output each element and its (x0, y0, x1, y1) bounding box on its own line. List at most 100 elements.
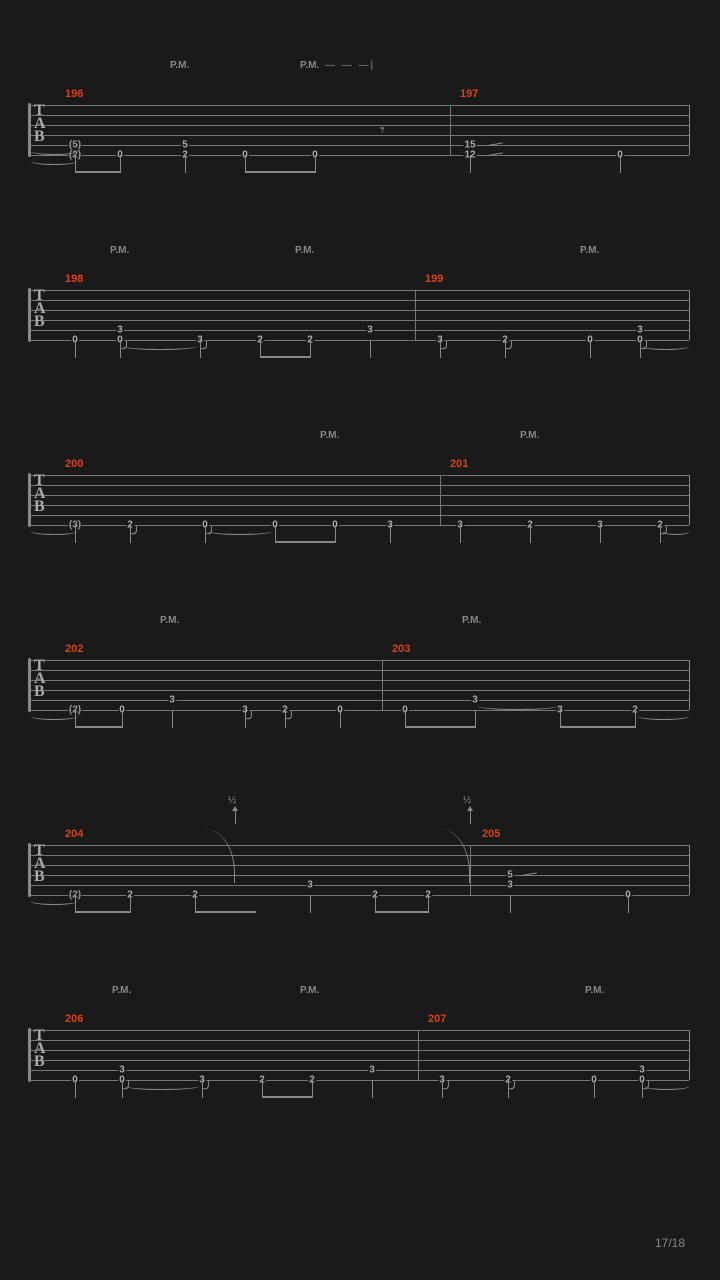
palm-mute-label: P.M. (295, 245, 314, 256)
beam (75, 911, 131, 913)
measure-number: 207 (428, 1013, 446, 1025)
page-number: 17/18 (655, 1236, 685, 1250)
tab-system: TAB200201P.M.P.M.(3)200033232 (30, 430, 690, 560)
note-stem (600, 525, 601, 543)
measure-number: 201 (450, 458, 468, 470)
fret-number: 3 (306, 880, 314, 891)
bend-label: ½ (228, 795, 236, 806)
fret-number: 3 (366, 325, 374, 336)
beam (195, 911, 256, 913)
barline (440, 475, 441, 525)
barline (418, 1030, 419, 1080)
beam (75, 726, 123, 728)
palm-mute-label: P.M. (170, 60, 189, 71)
tab-clef: TAB (34, 844, 46, 883)
bend-curve (430, 828, 470, 883)
barline (382, 660, 383, 710)
fret-number: 3 (506, 880, 514, 891)
measure-number: 205 (482, 828, 500, 840)
tie (30, 897, 78, 905)
measure-number: 197 (460, 88, 478, 100)
palm-mute-extent: — — —| (325, 60, 375, 71)
tie (30, 157, 78, 165)
tie (477, 702, 558, 710)
note-stem (172, 710, 173, 728)
note-stem (185, 155, 186, 173)
note-flag (506, 339, 512, 351)
beam (405, 726, 476, 728)
note-flag (131, 524, 137, 536)
beam (245, 171, 316, 173)
palm-mute-label: P.M. (320, 430, 339, 441)
beam (262, 1096, 313, 1098)
tab-system: TAB202203P.M.P.M.(2)033200332 (30, 615, 690, 745)
note-stem (510, 895, 511, 913)
note-stem (590, 340, 591, 358)
tie (662, 527, 690, 535)
tie (30, 527, 78, 535)
palm-mute-label: P.M. (520, 430, 539, 441)
note-flag (443, 1079, 449, 1091)
note-flag (203, 1079, 209, 1091)
tie (644, 1082, 690, 1090)
palm-mute-label: P.M. (110, 245, 129, 256)
note-stem (620, 155, 621, 173)
note-stem (75, 1080, 76, 1098)
palm-mute-label: P.M. (580, 245, 599, 256)
note-flag (286, 709, 292, 721)
note-stem (460, 525, 461, 543)
bend-arrow (235, 810, 236, 824)
note-stem (372, 1080, 373, 1098)
measure-number: 200 (65, 458, 83, 470)
note-flag (509, 1079, 515, 1091)
tie (642, 342, 690, 350)
note-flag (201, 339, 207, 351)
note-flag (246, 709, 252, 721)
measure-number: 203 (392, 643, 410, 655)
tie (122, 342, 198, 350)
palm-mute-label: P.M. (300, 60, 319, 71)
note-stem (340, 710, 341, 728)
measure-number: 198 (65, 273, 83, 285)
measure-number: 202 (65, 643, 83, 655)
tab-clef: TAB (34, 474, 46, 513)
tab-system: TAB204205(2)22322530½½ (30, 800, 690, 930)
tie (30, 147, 78, 155)
note-stem (594, 1080, 595, 1098)
note-stem (390, 525, 391, 543)
bend-arrow (470, 810, 471, 824)
beam (375, 911, 429, 913)
tie (207, 527, 273, 535)
note-stem (370, 340, 371, 358)
note-stem (470, 155, 471, 173)
measure-number: 199 (425, 273, 443, 285)
barline (470, 845, 471, 895)
fret-number: 3 (368, 1065, 376, 1076)
note-stem (530, 525, 531, 543)
note-stem (310, 895, 311, 913)
note-stem (75, 340, 76, 358)
palm-mute-label: P.M. (300, 985, 319, 996)
measure-number: 206 (65, 1013, 83, 1025)
barline (450, 105, 451, 155)
beam (275, 541, 336, 543)
note-stem (628, 895, 629, 913)
rest: 𝄾 (380, 120, 385, 141)
fret-number: 3 (168, 695, 176, 706)
tab-system: TAB206207P.M.P.M.P.M.030322332030 (30, 985, 690, 1115)
tab-system: TAB196197P.M.P.M.— — —|(5)(2)0520015120𝄾 (30, 60, 690, 190)
tie (637, 712, 690, 720)
beam (260, 356, 311, 358)
palm-mute-label: P.M. (112, 985, 131, 996)
tab-clef: TAB (34, 1029, 46, 1068)
bend-curve (195, 828, 235, 883)
tie (124, 1082, 200, 1090)
measure-number: 204 (65, 828, 83, 840)
bend-label: ½ (463, 795, 471, 806)
tie (30, 712, 78, 720)
palm-mute-label: P.M. (585, 985, 604, 996)
tab-system: TAB198199P.M.P.M.P.M.030322332030 (30, 245, 690, 375)
beam (75, 171, 121, 173)
tab-clef: TAB (34, 659, 46, 698)
measure-number: 196 (65, 88, 83, 100)
